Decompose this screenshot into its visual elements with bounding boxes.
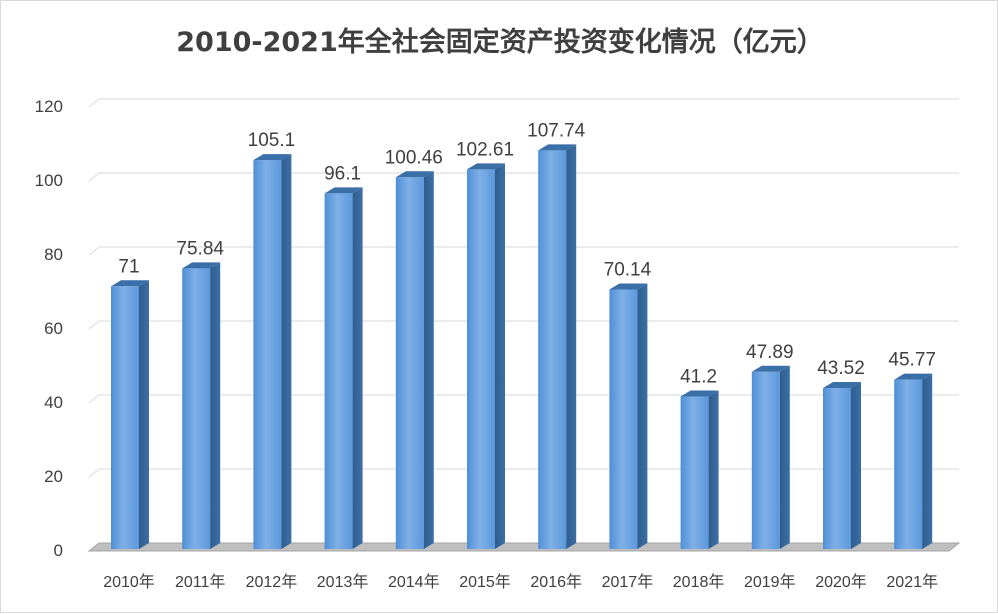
bar-side bbox=[495, 163, 505, 549]
data-label: 71 bbox=[118, 256, 139, 277]
bar-front bbox=[894, 379, 923, 549]
bar bbox=[467, 163, 505, 549]
bar-side bbox=[210, 262, 221, 549]
y-tick-label: 60 bbox=[44, 319, 63, 338]
gridline bbox=[88, 320, 959, 330]
bar-top bbox=[253, 154, 292, 161]
bar-top bbox=[182, 262, 221, 269]
data-label: 41.2 bbox=[680, 367, 717, 388]
bar-front bbox=[324, 193, 353, 549]
x-tick-label: 2010年 bbox=[103, 573, 155, 591]
chart-title: 2010-2021年全社会固定资产投资变化情况（亿元） bbox=[176, 26, 824, 58]
bar bbox=[609, 283, 648, 549]
y-tick-label: 120 bbox=[35, 97, 63, 116]
bar-front bbox=[253, 160, 282, 549]
gridline bbox=[88, 172, 959, 182]
gridlines bbox=[88, 98, 959, 552]
bar-side bbox=[922, 373, 933, 549]
bar-top bbox=[751, 365, 790, 372]
y-tick-label: 100 bbox=[35, 171, 63, 190]
y-tick-label: 20 bbox=[44, 467, 63, 486]
bar-front bbox=[823, 387, 851, 549]
x-tick-label: 2021年 bbox=[886, 573, 938, 591]
y-tick-label: 40 bbox=[44, 393, 63, 412]
bar-front bbox=[182, 268, 211, 549]
x-tick-label: 2015年 bbox=[459, 573, 511, 591]
bar-side bbox=[566, 144, 577, 549]
bar bbox=[894, 373, 933, 549]
bar-front bbox=[680, 396, 709, 549]
bar-front bbox=[467, 169, 495, 549]
bar bbox=[182, 262, 221, 549]
data-label: 105.1 bbox=[248, 130, 296, 151]
bar-side bbox=[851, 381, 861, 549]
bar bbox=[823, 381, 861, 549]
y-axis-ticks: 0 20 40 60 80 100 120 bbox=[35, 97, 63, 560]
x-tick-label: 2014年 bbox=[388, 573, 440, 591]
data-label: 75.84 bbox=[176, 238, 224, 259]
bar bbox=[680, 390, 719, 549]
bar-front bbox=[751, 371, 780, 549]
data-label: 45.77 bbox=[888, 350, 936, 371]
x-tick-label: 2012年 bbox=[246, 573, 298, 591]
bar-top bbox=[823, 381, 861, 388]
bar bbox=[253, 154, 292, 549]
bar-front bbox=[609, 289, 638, 549]
data-label: 47.89 bbox=[746, 342, 794, 363]
bar-side bbox=[779, 365, 790, 549]
bar-side bbox=[423, 171, 434, 549]
x-tick-label: 2018年 bbox=[673, 573, 725, 591]
data-label: 100.46 bbox=[385, 147, 443, 168]
data-label: 70.14 bbox=[604, 259, 652, 280]
bar bbox=[538, 144, 577, 549]
gridline bbox=[88, 394, 959, 404]
gridline bbox=[88, 468, 959, 478]
bar-top bbox=[324, 187, 363, 194]
bar bbox=[395, 171, 434, 549]
bar-top bbox=[894, 373, 933, 380]
x-axis-ticks: 2010年 2011年 2012年 2013年 2014年 2015年 2016年 2017年… bbox=[103, 573, 938, 591]
bar-side bbox=[708, 390, 719, 549]
chart-floor bbox=[87, 542, 961, 552]
x-tick-label: 2019年 bbox=[744, 573, 796, 591]
bar-front bbox=[538, 150, 567, 549]
bar-front bbox=[395, 177, 424, 549]
bar-side bbox=[637, 283, 648, 549]
data-label: 43.52 bbox=[817, 358, 865, 379]
x-tick-label: 2011年 bbox=[175, 573, 225, 591]
data-label: 96.1 bbox=[324, 163, 361, 184]
gridline bbox=[88, 98, 959, 108]
bar-side bbox=[139, 280, 149, 549]
bar-side bbox=[281, 154, 292, 549]
x-tick-label: 2017年 bbox=[602, 573, 654, 591]
y-tick-label: 80 bbox=[44, 245, 63, 264]
bar-top bbox=[680, 390, 719, 397]
bar-top bbox=[111, 280, 149, 287]
bar-side bbox=[352, 187, 363, 549]
x-tick-label: 2016年 bbox=[530, 573, 582, 591]
bar-front bbox=[111, 286, 139, 549]
bars bbox=[111, 144, 933, 549]
bar-top bbox=[609, 283, 648, 290]
data-labels: 71 75.84 105.1 96.1 100.46 102.61 107.74 70.14 4… bbox=[118, 120, 936, 387]
y-tick-label: 0 bbox=[54, 541, 63, 560]
data-label: 102.61 bbox=[456, 139, 514, 160]
bar-top bbox=[395, 171, 434, 178]
bar bbox=[111, 280, 149, 549]
floor-plane bbox=[87, 542, 961, 552]
x-tick-label: 2013年 bbox=[317, 573, 369, 591]
data-label: 107.74 bbox=[527, 120, 586, 141]
gridline bbox=[88, 246, 959, 256]
bar bbox=[751, 365, 790, 549]
x-tick-label: 2020年 bbox=[815, 573, 867, 591]
bar-top bbox=[467, 163, 505, 170]
bar-top bbox=[538, 144, 577, 151]
bar bbox=[324, 187, 363, 549]
